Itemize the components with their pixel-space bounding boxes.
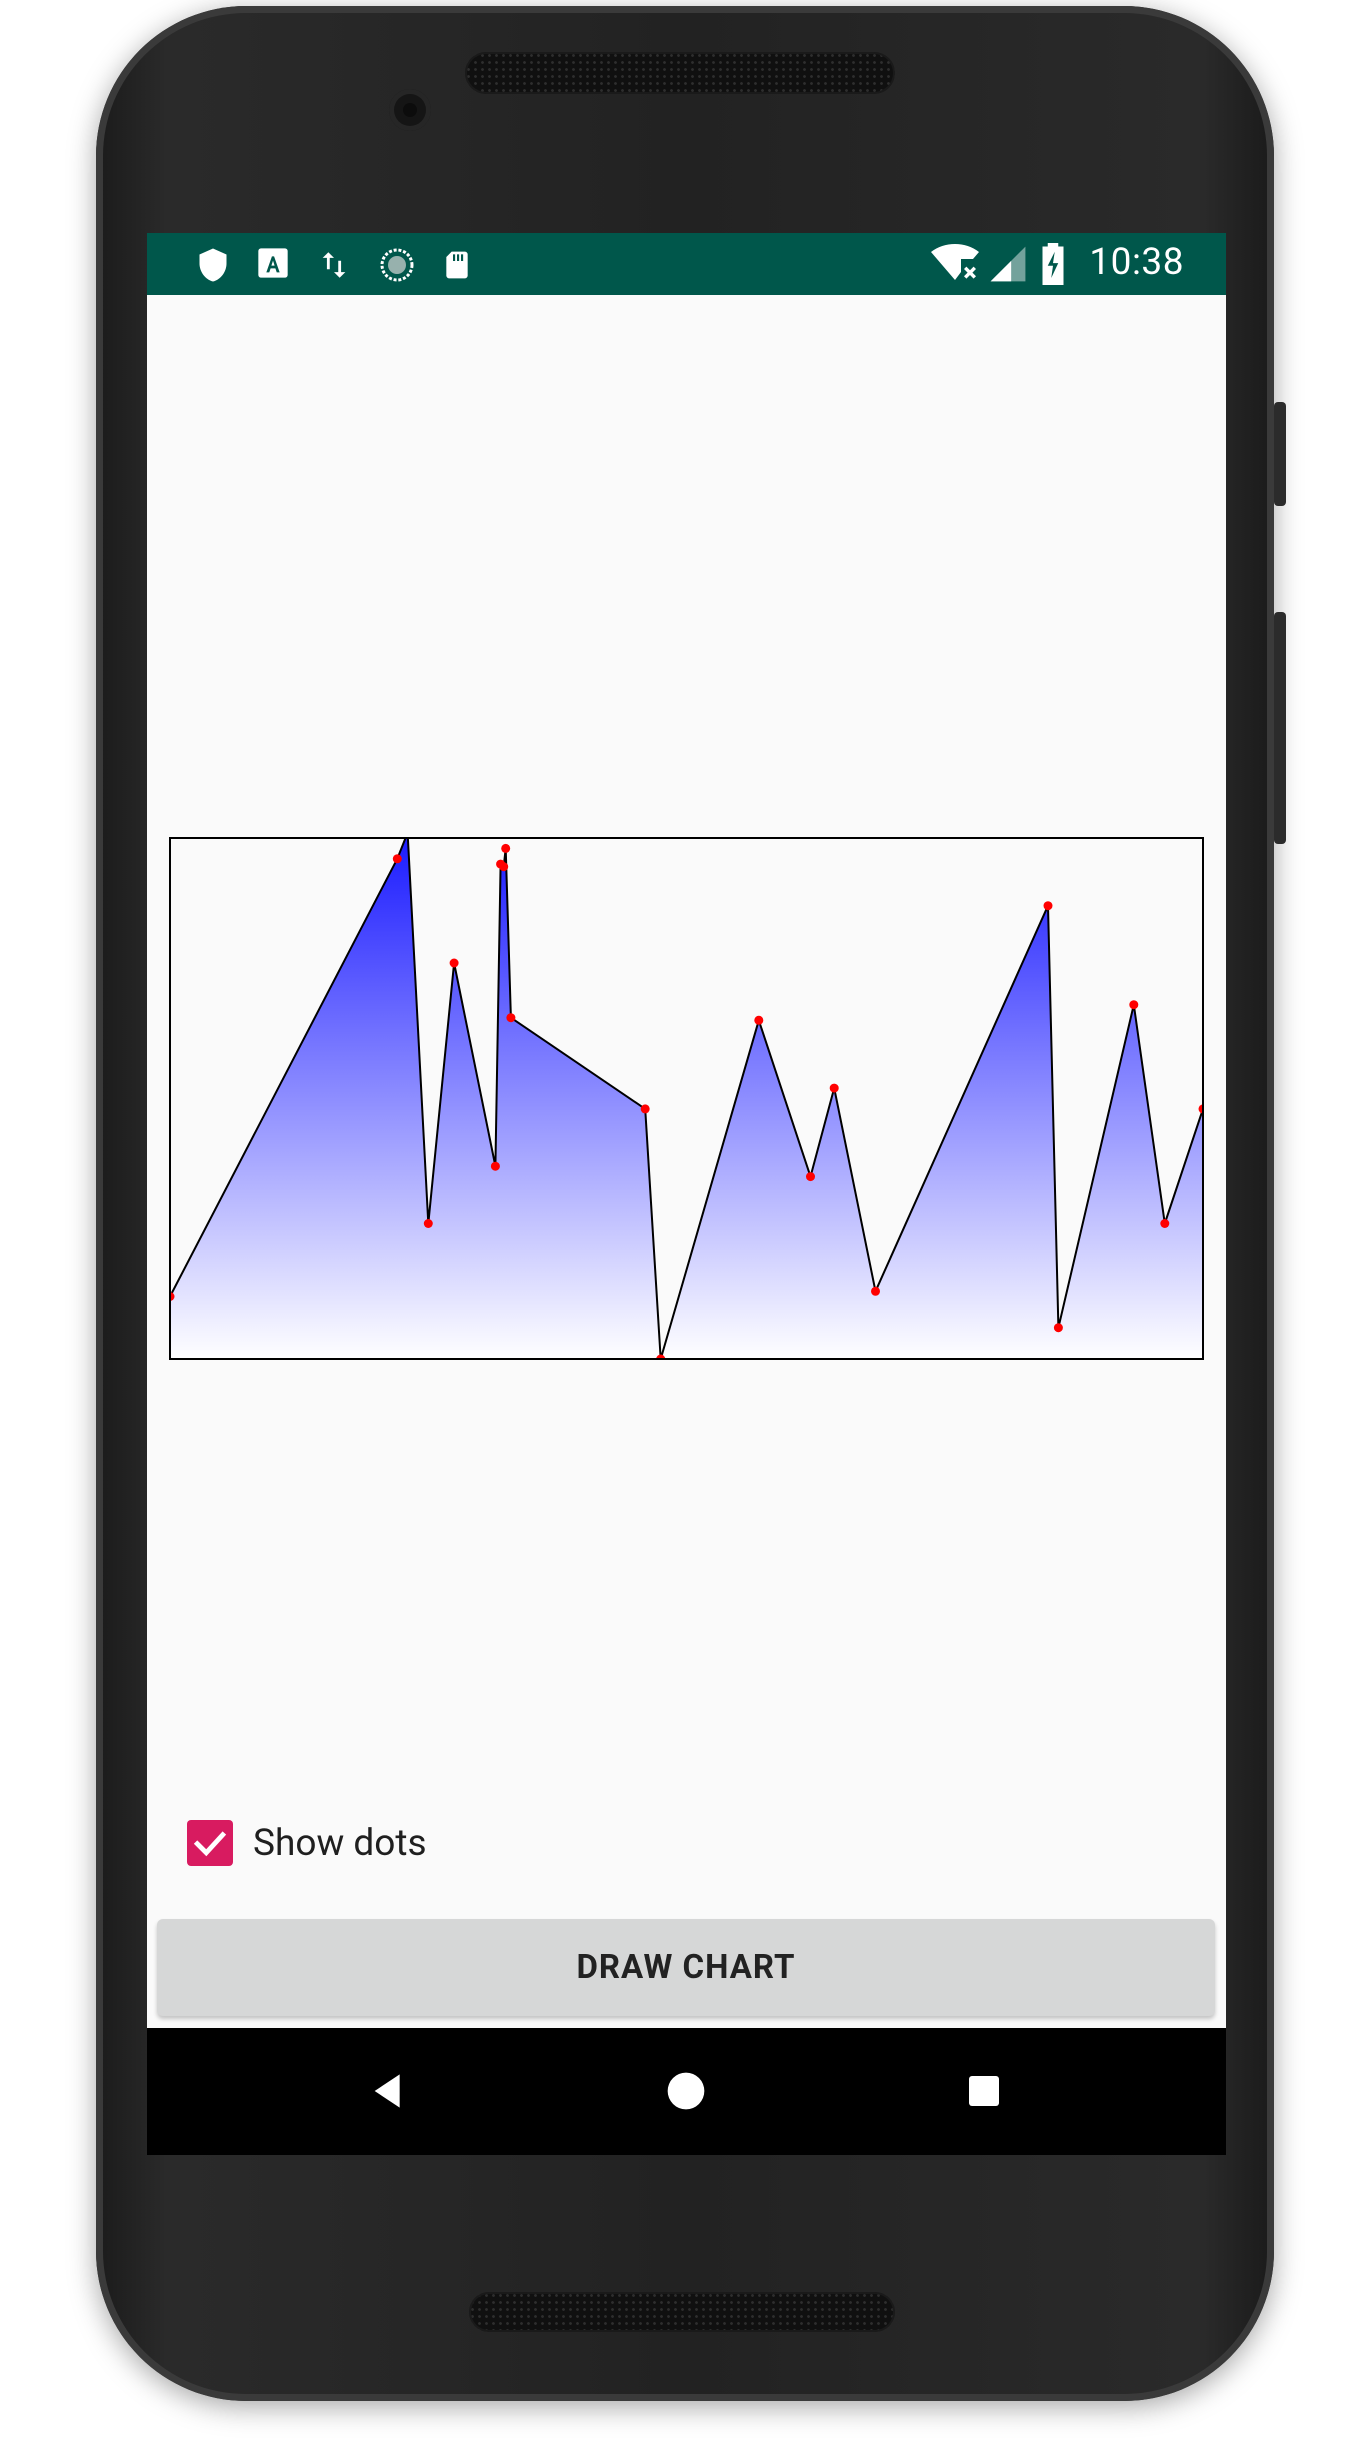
home-icon[interactable] <box>666 2071 706 2111</box>
navigation-bar <box>147 2028 1226 2155</box>
front-camera <box>389 89 431 131</box>
recents-icon[interactable] <box>966 2073 1002 2109</box>
volume-button <box>1274 612 1286 844</box>
show-dots-label: Show dots <box>253 1821 427 1865</box>
sync-circle-icon <box>380 248 414 282</box>
chart-canvas <box>169 837 1204 1360</box>
data-point <box>871 1286 880 1296</box>
data-point <box>1129 1000 1139 1010</box>
font-a-icon <box>258 248 288 278</box>
checkmark-icon <box>193 1831 227 1857</box>
area-chart <box>169 837 1204 1360</box>
top-speaker-grille <box>465 52 895 94</box>
back-icon[interactable] <box>368 2071 408 2111</box>
data-point <box>423 1219 433 1228</box>
status-time: 10:38 <box>1089 241 1184 284</box>
shield-icon <box>199 248 227 282</box>
battery-charging-icon <box>1042 243 1064 285</box>
data-point <box>501 843 511 853</box>
draw-chart-button[interactable]: DRAW CHART <box>157 1919 1215 2016</box>
data-point <box>754 1015 764 1025</box>
data-point <box>392 854 402 864</box>
show-dots-checkbox[interactable]: Show dots <box>187 1813 427 1873</box>
wifi-no-internet-icon <box>931 244 979 280</box>
status-bar: 10:38 <box>147 233 1226 295</box>
cell-signal-icon <box>990 246 1026 282</box>
data-point <box>1053 1323 1063 1333</box>
data-point <box>829 1083 839 1093</box>
bottom-speaker-grille <box>469 2292 895 2332</box>
data-point <box>449 958 459 968</box>
data-point <box>1160 1219 1170 1228</box>
data-point <box>490 1161 500 1171</box>
data-point <box>1043 901 1053 911</box>
chart-border <box>169 837 1204 1360</box>
sd-card-icon <box>446 251 468 279</box>
data-point <box>806 1172 815 1182</box>
data-point <box>499 862 509 872</box>
data-point <box>506 1013 516 1023</box>
series-area <box>170 837 1204 1360</box>
power-button <box>1274 402 1286 506</box>
data-transfer-icon <box>322 252 346 278</box>
checkbox-box[interactable] <box>187 1820 233 1866</box>
app-screen: 10:38 Show dots DRAW CHART <box>147 233 1226 2155</box>
data-point <box>640 1104 650 1114</box>
